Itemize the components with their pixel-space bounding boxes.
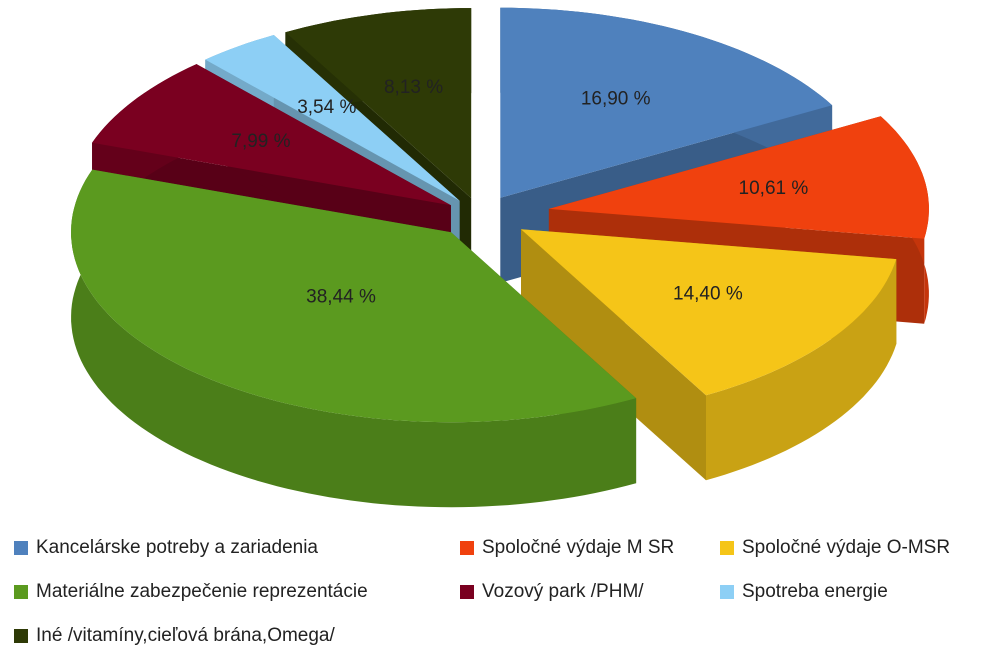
data-label: 3,54 % (297, 97, 356, 118)
legend-swatch (460, 541, 474, 555)
legend-swatch (720, 585, 734, 599)
legend-label: Vozový park /PHM/ (482, 581, 644, 602)
data-label: 38,44 % (306, 287, 376, 308)
legend-swatch (14, 585, 28, 599)
slice-wall (521, 229, 706, 481)
slice (205, 35, 460, 201)
data-label: 7,99 % (231, 131, 290, 152)
slice (500, 7, 833, 198)
slice (548, 116, 929, 239)
data-label: 10,61 % (739, 178, 809, 199)
slice (285, 8, 472, 199)
legend-swatch (14, 629, 28, 643)
slice-side (71, 169, 637, 508)
legend-swatch (460, 585, 474, 599)
slice (92, 64, 451, 206)
legend-label: Spotreba energie (742, 581, 888, 602)
slice-side (706, 259, 897, 481)
legend-label: Spoločné výdaje O-MSR (742, 537, 950, 558)
data-label: 8,13 % (384, 77, 443, 98)
legend-swatch (720, 541, 734, 555)
legend-label: Kancelárske potreby a zariadenia (36, 537, 318, 558)
data-label: 14,40 % (673, 284, 743, 305)
slice (71, 169, 637, 423)
slice (521, 229, 897, 396)
data-label: 16,90 % (581, 88, 651, 109)
legend-label: Iné /vitamíny,cieľová brána,Omega/ (36, 625, 335, 646)
legend-label: Spoločné výdaje M SR (482, 537, 674, 558)
legend-swatch (14, 541, 28, 555)
legend-label: Materiálne zabezpečenie reprezentácie (36, 581, 368, 602)
